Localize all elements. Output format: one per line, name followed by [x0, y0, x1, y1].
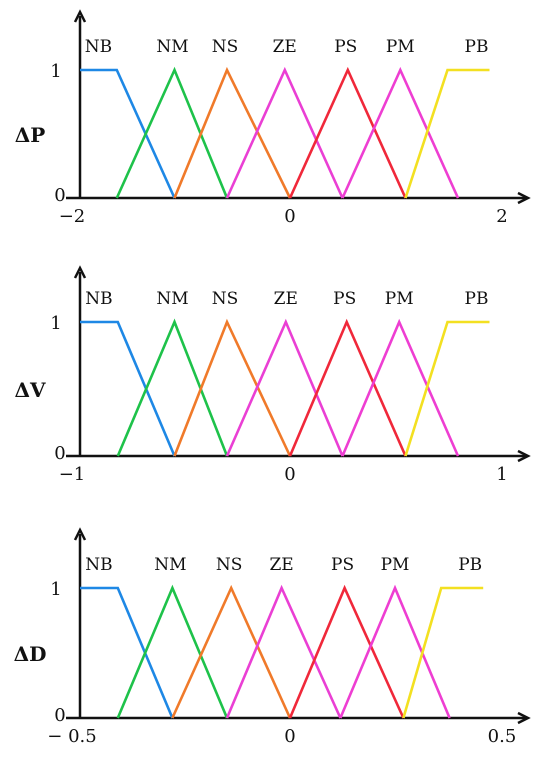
series-line-pb — [404, 68, 490, 199]
series-line-nm — [116, 318, 229, 457]
series-label-nb: NB — [85, 289, 112, 309]
series-label-nb: NB — [85, 555, 112, 575]
series-label-ps: PS — [334, 37, 357, 57]
x-tick-label: − 0.5 — [47, 726, 96, 747]
x-tick-label: 1 — [496, 464, 507, 485]
series-label-pb: PB — [465, 289, 489, 309]
series-line-nm — [116, 584, 229, 719]
x-tick-label: 2 — [496, 206, 507, 227]
series-label-nm: NM — [156, 289, 188, 309]
x-tick-label: 0 — [284, 726, 295, 747]
series-line-ps — [288, 584, 405, 719]
y-axis-label: ΔP — [15, 123, 46, 147]
series-label-ps: PS — [331, 555, 354, 575]
series-label-pm: PM — [386, 37, 415, 57]
series-label-ze: ZE — [273, 37, 297, 57]
series-line-ze — [225, 584, 342, 719]
series-line-ns — [173, 66, 292, 199]
series-label-ns: NS — [212, 289, 239, 309]
series-line-ze — [225, 66, 344, 199]
series-label-nm: NM — [154, 555, 186, 575]
series-line-nb — [80, 586, 174, 719]
series-label-pb: PB — [465, 37, 489, 57]
series-line-nm — [115, 66, 229, 199]
y-tick-label: 1 — [50, 313, 61, 334]
series-line-nb — [80, 320, 176, 457]
x-tick-label: −2 — [59, 206, 86, 227]
series-label-nb: NB — [85, 37, 112, 57]
y-tick-label: 0 — [54, 185, 65, 206]
x-axis-arrow — [517, 711, 531, 725]
y-tick-label: 1 — [50, 61, 61, 82]
series-label-ze: ZE — [274, 289, 298, 309]
series-line-ps — [288, 66, 407, 199]
series-label-ps: PS — [333, 289, 356, 309]
series-label-ze: ZE — [269, 555, 293, 575]
series-label-ns: NS — [216, 555, 243, 575]
x-tick-label: −1 — [59, 464, 86, 485]
x-tick-label: 0 — [284, 464, 295, 485]
series-line-pm — [341, 66, 460, 199]
series-line-ns — [171, 584, 292, 719]
series-line-ze — [225, 318, 344, 457]
series-line-nb — [80, 68, 176, 199]
y-axis-label: ΔV — [14, 378, 46, 402]
y-tick-label: 0 — [54, 705, 65, 726]
x-tick-label: 0.5 — [488, 726, 517, 747]
series-line-pb — [404, 320, 490, 457]
series-label-pm: PM — [385, 289, 414, 309]
y-axis-arrow — [73, 265, 87, 279]
y-axis-arrow — [73, 9, 87, 23]
series-line-pm — [341, 318, 460, 457]
series-label-pm: PM — [381, 555, 410, 575]
series-line-pm — [339, 584, 451, 719]
series-label-nm: NM — [156, 37, 188, 57]
x-tick-label: 0 — [284, 206, 295, 227]
series-line-ps — [288, 318, 407, 457]
y-tick-label: 1 — [50, 579, 61, 600]
x-axis-arrow — [517, 191, 531, 205]
y-axis-arrow — [73, 527, 87, 541]
series-label-pb: PB — [458, 555, 482, 575]
y-axis-label: ΔD — [14, 642, 47, 666]
y-tick-label: 0 — [54, 443, 65, 464]
series-line-pb — [402, 586, 484, 719]
series-line-ns — [173, 318, 292, 457]
series-label-ns: NS — [212, 37, 239, 57]
x-axis-arrow — [517, 449, 531, 463]
